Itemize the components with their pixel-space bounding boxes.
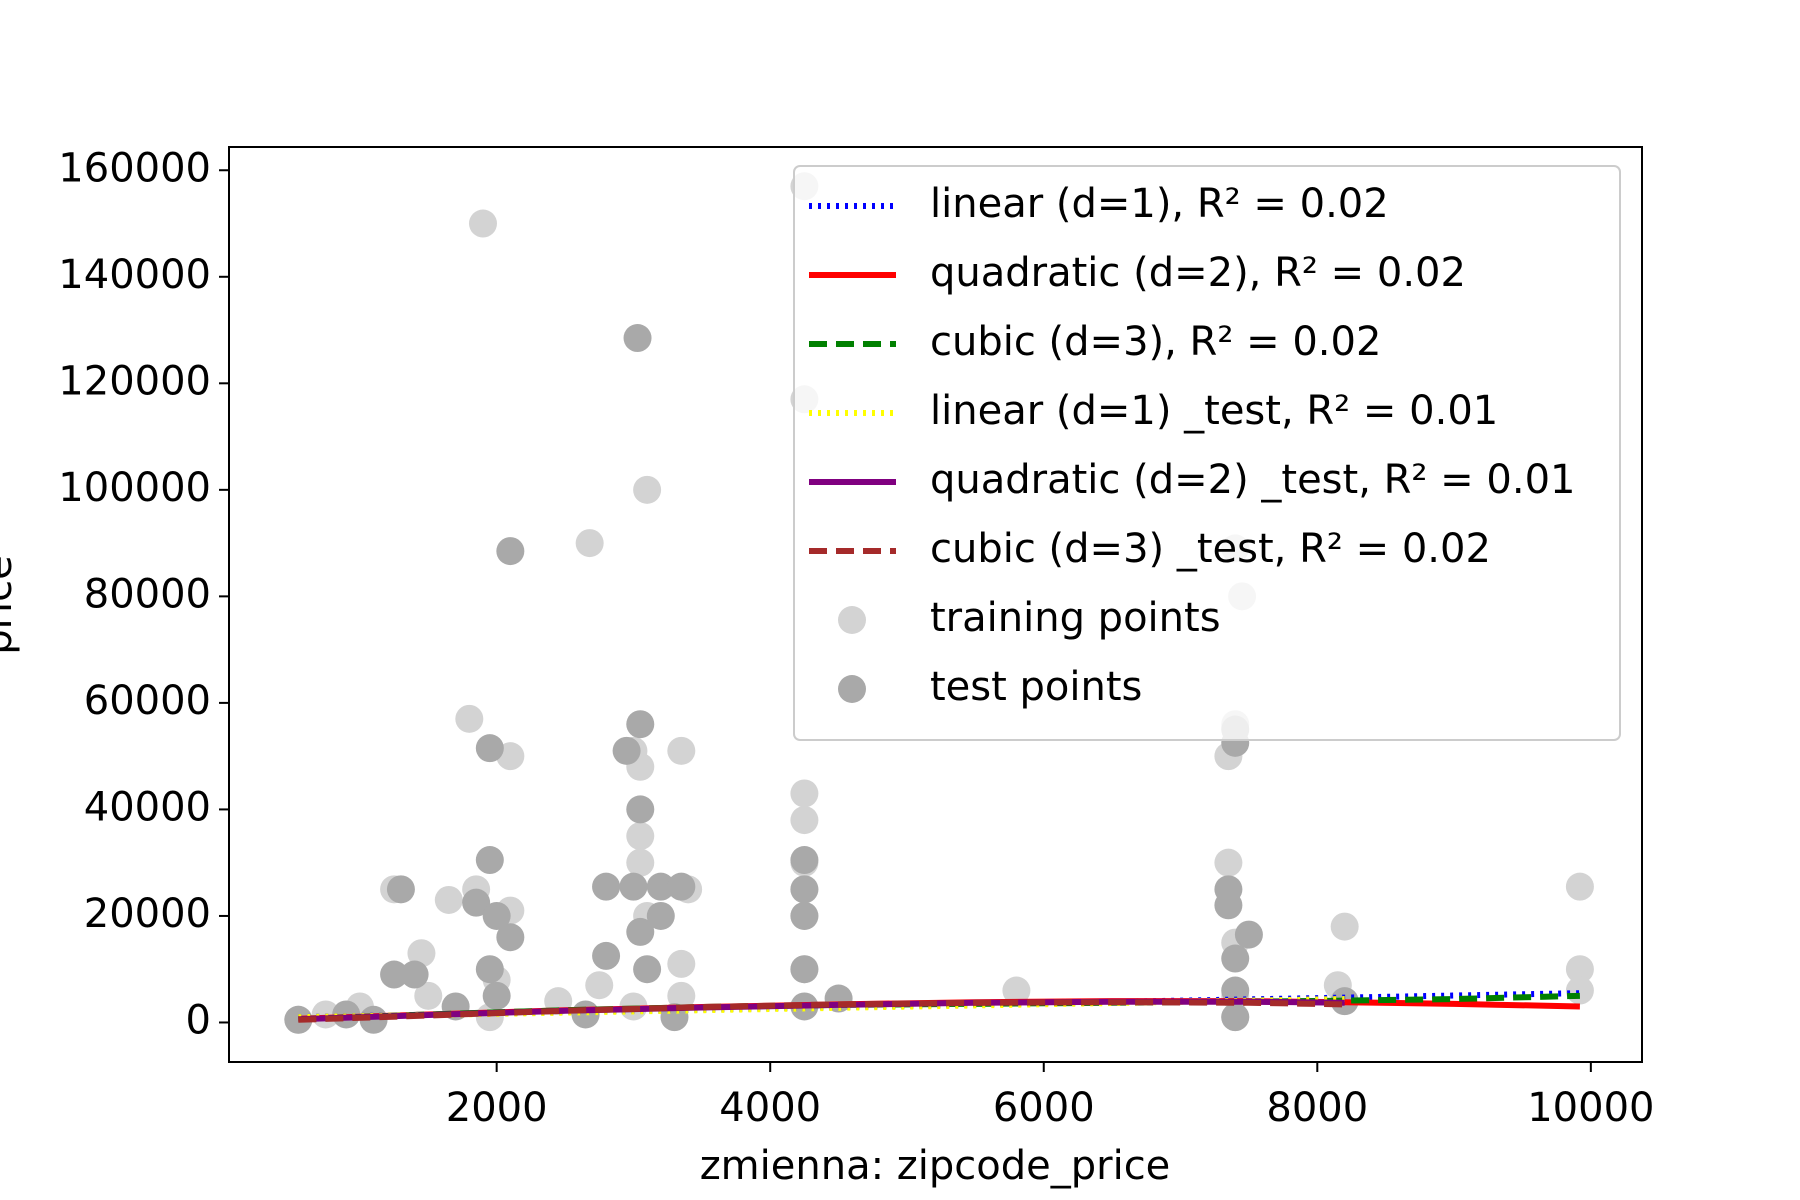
point [434,885,463,914]
point [790,875,819,904]
x-tick-label: 8000 [1266,1085,1368,1131]
point [626,822,655,851]
point [667,949,696,978]
point [667,981,696,1010]
legend-label: cubic (d=3), R² = 0.02 [930,319,1381,365]
point [592,941,621,970]
point [400,960,429,989]
point [626,848,655,877]
x-tick-label: 2000 [446,1085,548,1131]
point [1214,848,1243,877]
point [1234,920,1263,949]
point [1002,976,1031,1005]
point [790,846,819,875]
point [623,324,652,353]
line [298,999,1345,1023]
y-tick-label: 100000 [58,465,211,511]
point [790,806,819,835]
y-tick-label: 140000 [58,252,211,298]
legend-marker [838,675,866,703]
point [414,981,443,1010]
point [1221,944,1250,973]
y-tick-label: 80000 [84,571,211,617]
point [626,917,655,946]
y-tick-label: 40000 [84,784,211,830]
point [790,955,819,984]
point [482,981,511,1010]
x-tick-label: 4000 [719,1085,821,1131]
y-tick-label: 60000 [84,678,211,724]
point [646,901,675,930]
point [626,795,655,824]
point [380,960,409,989]
y-tick-label: 120000 [58,358,211,404]
legend-label: linear (d=1), R² = 0.02 [930,181,1389,227]
point [455,704,484,733]
y-tick-label: 0 [186,997,211,1043]
point [1221,1003,1250,1032]
point [790,779,819,808]
point [1330,912,1359,941]
y-axis-label: price [0,555,21,655]
y-tick-label: 160000 [58,145,211,191]
point [482,901,511,930]
point [1565,955,1594,984]
x-tick-label: 6000 [993,1085,1095,1131]
point [496,537,525,566]
point [667,736,696,765]
point [667,872,696,901]
point [496,923,525,952]
point [475,846,504,875]
point [592,872,621,901]
axes-frame [228,146,1643,1063]
point [619,872,648,901]
point [475,734,504,763]
point [575,529,604,558]
point [407,939,436,968]
legend-label: quadratic (d=2) _test, R² = 0.01 [930,457,1575,503]
point [1221,976,1250,1005]
point [633,475,662,504]
x-tick-label: 10000 [1527,1085,1654,1131]
point [462,888,491,917]
point [386,875,415,904]
point [790,901,819,930]
legend-box [793,165,1621,741]
legend-label: training points [930,595,1221,641]
point [1565,872,1594,901]
point [585,971,614,1000]
point [646,872,675,901]
point [1214,891,1243,920]
point [612,736,641,765]
legend-label: test points [930,664,1142,710]
legend-label: cubic (d=3) _test, R² = 0.02 [930,526,1491,572]
x-axis-label: zmienna: zipcode_price [700,1143,1171,1189]
point [626,710,655,739]
point [633,955,662,984]
point [475,955,504,984]
point [1565,976,1594,1005]
legend-marker [838,606,866,634]
point [468,209,497,238]
legend-label: linear (d=1) _test, R² = 0.01 [930,388,1498,434]
y-tick-label: 20000 [84,891,211,937]
legend-label: quadratic (d=2), R² = 0.02 [930,250,1466,296]
